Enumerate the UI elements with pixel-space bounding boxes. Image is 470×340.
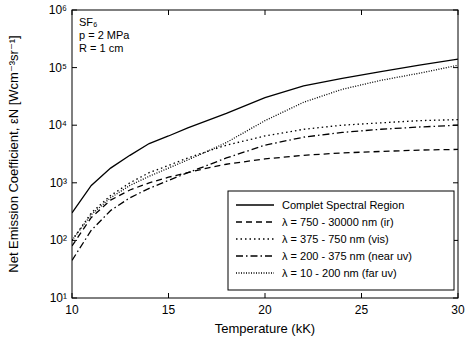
x-tick-label: 30 — [451, 303, 465, 317]
x-tick-top — [72, 10, 73, 15]
legend-swatch — [236, 204, 274, 205]
y-tick — [72, 125, 77, 126]
legend-swatch — [236, 221, 274, 222]
y-axis-label: Net Emission Coefficient, εN [Wcm⁻³sr⁻¹] — [6, 35, 21, 272]
y-tick-label: 10⁵ — [49, 61, 67, 75]
x-axis-label: Temperature (kK) — [215, 321, 315, 336]
annotation: R = 1 cm — [79, 42, 123, 54]
x-tick-label: 20 — [258, 303, 272, 317]
x-tick-label: 25 — [355, 303, 369, 317]
legend-label: λ = 750 - 30000 nm (ir) — [282, 216, 394, 228]
legend-swatch — [236, 238, 274, 239]
legend-swatch — [236, 255, 274, 256]
y-tick-label: 10¹ — [50, 291, 67, 305]
legend-swatch — [236, 272, 274, 273]
x-tick-top — [458, 10, 459, 15]
y-tick-right — [453, 10, 458, 11]
y-tick — [72, 182, 77, 183]
y-tick-label: 10² — [50, 233, 67, 247]
x-tick — [265, 293, 266, 298]
legend-label: Complet Spectral Region — [282, 199, 404, 211]
annotation: SF₆ — [79, 16, 98, 28]
x-tick — [168, 293, 169, 298]
x-tick — [458, 293, 459, 298]
y-tick-label: 10⁴ — [48, 118, 67, 132]
plot-frame — [72, 10, 458, 298]
y-tick-right — [453, 298, 458, 299]
x-tick-label: 10 — [65, 303, 79, 317]
legend-box — [228, 191, 454, 290]
x-tick-label: 15 — [162, 303, 176, 317]
legend-label: λ = 10 - 200 nm (far uv) — [282, 267, 397, 279]
y-tick — [72, 298, 77, 299]
y-tick-right — [453, 67, 458, 68]
y-tick-label: 10⁶ — [49, 3, 67, 17]
x-tick-top — [361, 10, 362, 15]
x-tick — [72, 293, 73, 298]
x-tick — [361, 293, 362, 298]
legend-label: λ = 200 - 375 nm (near uv) — [282, 250, 412, 262]
legend: Complet Spectral Region λ = 750 - 30000 n… — [228, 191, 454, 290]
x-tick-top — [265, 10, 266, 15]
chart: 10 15 20 25 30 10¹ 10² 10³ 10⁴ 10⁵ 10⁶ Temperature … — [0, 0, 470, 340]
y-tick — [72, 10, 77, 11]
y-tick-right — [453, 182, 458, 183]
legend-label: λ = 375 - 750 nm (vis) — [282, 233, 389, 245]
x-tick-top — [168, 10, 169, 15]
y-tick-label: 10³ — [50, 176, 67, 190]
annotation: p = 2 MPa — [79, 29, 130, 41]
y-tick — [72, 67, 77, 68]
